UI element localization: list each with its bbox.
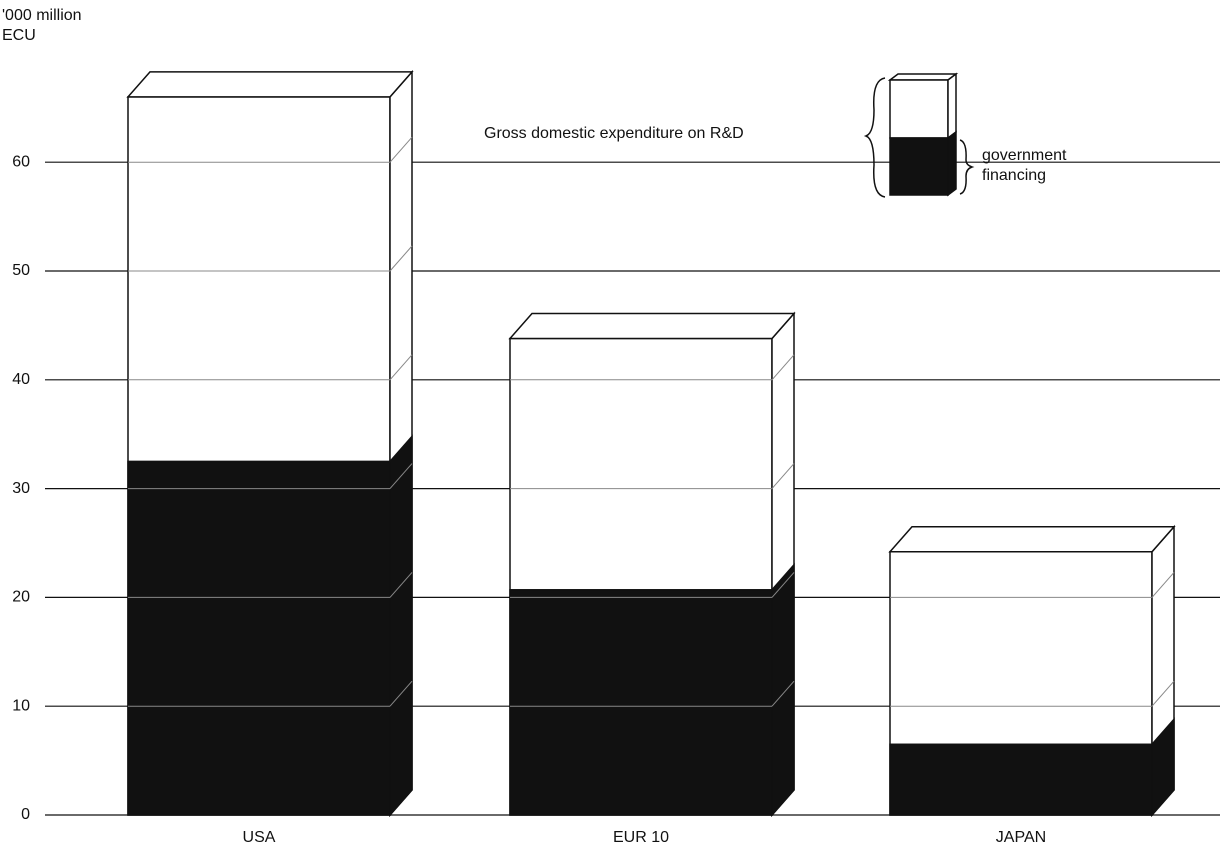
bar: [889, 717, 1175, 817]
grid-line: [389, 354, 413, 381]
y-tick-label: 50: [12, 262, 30, 279]
bar-front: [127, 460, 391, 816]
bar-top: [888, 525, 1176, 553]
x-tick-label: USA: [243, 829, 276, 846]
bar-front: [509, 589, 773, 816]
legend-swatch: [889, 79, 949, 139]
legend-swatch: [889, 137, 949, 196]
y-tick-label: 60: [12, 153, 30, 170]
legend-label: Gross domestic expenditure on R&D: [484, 125, 744, 142]
legend-swatch: [887, 73, 959, 81]
bar-front: [889, 743, 1153, 816]
y-tick-label: 10: [12, 697, 30, 714]
bar-side: [1151, 717, 1175, 817]
bar-side: [771, 562, 795, 817]
y-tick-label: 40: [12, 371, 30, 388]
grid-line: [771, 463, 795, 489]
grid-line: [389, 245, 413, 272]
grid-line: [771, 680, 795, 707]
bar-side: [389, 434, 413, 817]
grid-line: [1151, 680, 1175, 707]
y-tick-label: 20: [12, 589, 30, 606]
grid-line: [771, 354, 795, 381]
grid-line: [389, 572, 413, 598]
grid-line: [1151, 572, 1175, 598]
legend-label: government financing: [982, 147, 1067, 184]
x-tick-label: EUR 10: [613, 829, 669, 846]
grid-line: [771, 572, 795, 598]
grid-line: [389, 463, 413, 489]
y-axis-label: '000 million ECU: [2, 7, 82, 44]
grid-line: [389, 136, 413, 163]
bar: [509, 562, 795, 817]
y-tick-label: 30: [12, 480, 30, 497]
y-tick-label: 0: [21, 806, 30, 823]
bar-top: [126, 71, 414, 98]
legend-swatch: [947, 72, 957, 140]
bar-top: [508, 312, 796, 340]
x-tick-label: JAPAN: [996, 829, 1046, 846]
legend-brace: [959, 139, 975, 195]
grid-line: [389, 680, 413, 707]
bar: [127, 434, 413, 817]
legend-brace: [863, 77, 886, 198]
legend-swatch: [947, 130, 957, 197]
